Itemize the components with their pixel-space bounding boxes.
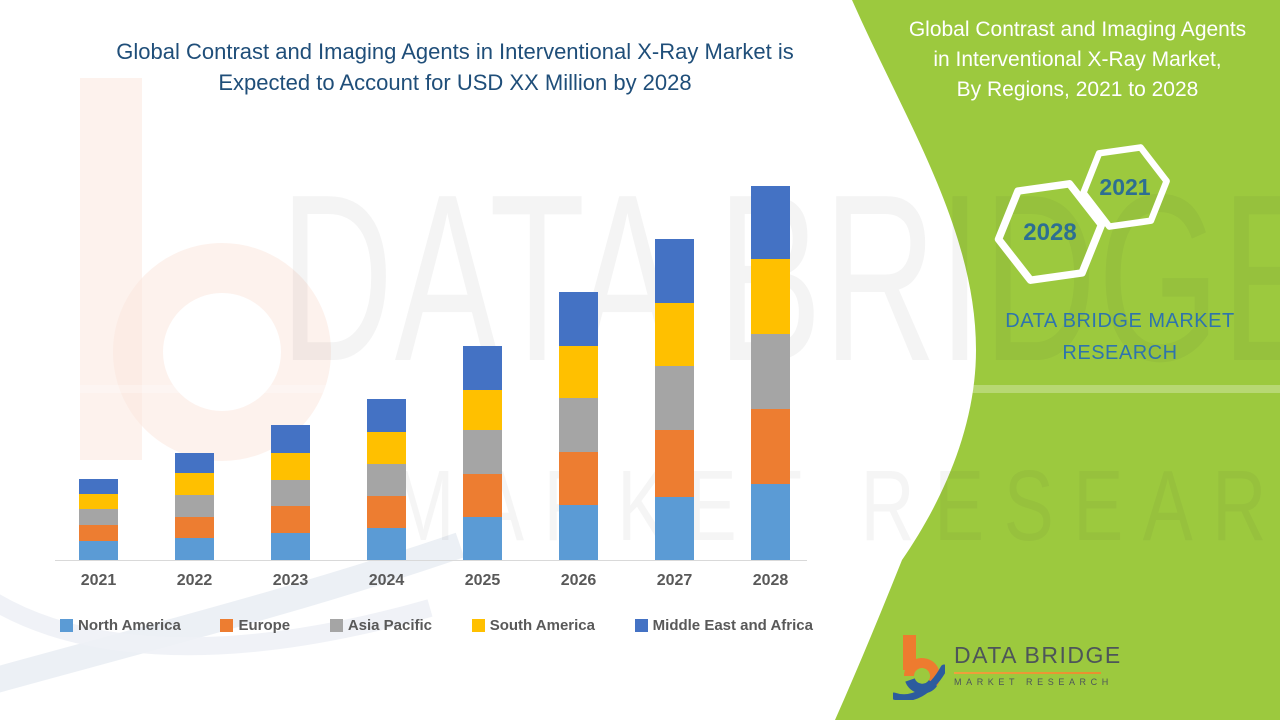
logo-underline	[954, 672, 1101, 674]
sidebar-brand-text: DATA BRIDGE MARKET RESEARCH	[1005, 310, 1235, 364]
legend-swatch-north-america	[60, 619, 73, 632]
dbmr-logo: DATA BRIDGE MARKET RESEARCH	[893, 634, 1122, 700]
sidebar-title: Global Contrast and Imaging Agents in In…	[908, 18, 1247, 101]
bar-column-2022	[175, 453, 214, 560]
bar-segment-europe	[79, 525, 118, 541]
bar-column-2028	[751, 186, 790, 560]
bar-segment-middle-east-and-africa	[559, 292, 598, 346]
legend-item-south-america: South America	[471, 617, 595, 634]
hexagons-graphic	[994, 144, 1170, 284]
chart-title: Global Contrast and Imaging Agents in In…	[116, 39, 794, 95]
bar-segment-europe	[367, 496, 406, 528]
bar-segment-europe	[175, 517, 214, 538]
bar-column-2021	[79, 479, 118, 560]
bar-segment-middle-east-and-africa	[655, 239, 694, 303]
bar-column-2027	[655, 239, 694, 560]
bar-segment-south-america	[559, 346, 598, 398]
x-axis-label-2028: 2028	[752, 572, 789, 589]
hexagon-2028-outline	[994, 180, 1106, 284]
bar-segment-south-america	[751, 259, 790, 334]
bar-segment-asia-pacific	[367, 464, 406, 496]
legend-swatch-asia-pacific	[329, 619, 343, 632]
x-axis-label-2023: 2023	[272, 572, 309, 589]
x-axis-label-2024: 2024	[368, 572, 405, 589]
legend-label-europe: Europe	[238, 617, 291, 634]
bar-segment-asia-pacific	[655, 366, 694, 430]
bar-segment-europe	[559, 452, 598, 505]
x-axis-label-2025: 2025	[464, 572, 501, 589]
bar-segment-north-america	[463, 517, 502, 560]
bar-segment-europe	[655, 430, 694, 497]
bar-column-2025	[463, 346, 502, 560]
dbmr-logo-icon	[893, 635, 945, 700]
bar-segment-middle-east-and-africa	[175, 453, 214, 473]
legend-item-asia-pacific: Asia Pacific	[329, 617, 433, 634]
legend-item-north-america: North America	[60, 617, 181, 634]
bar-segment-south-america	[175, 473, 214, 495]
bar-segment-asia-pacific	[271, 480, 310, 506]
light-band	[0, 385, 1280, 393]
x-axis-labels: 2021 2022 2023 2024 2025 2026 2027 2028	[79, 572, 790, 590]
bar-segment-north-america	[559, 505, 598, 560]
legend-swatch-middle-east-and-africa	[634, 619, 648, 632]
legend-label-middle-east-and-africa: Middle East and Africa	[652, 617, 813, 634]
legend-swatch-europe	[220, 619, 234, 632]
bar-segment-north-america	[751, 484, 790, 560]
legend-item-europe: Europe	[220, 617, 290, 634]
hexagon-2021-outline	[1080, 144, 1170, 230]
hexagon-year-2028: 2028	[1023, 219, 1077, 246]
bar-segment-europe	[271, 506, 310, 533]
bar-segment-north-america	[79, 541, 118, 560]
bar-segment-middle-east-and-africa	[367, 399, 406, 432]
legend-swatch-south-america	[471, 619, 485, 632]
bar-segment-north-america	[175, 538, 214, 560]
legend-label-asia-pacific: Asia Pacific	[347, 617, 433, 634]
dbmr-logo-text: DATA BRIDGE MARKET RESEARCH	[954, 634, 1122, 687]
bar-segment-asia-pacific	[175, 495, 214, 517]
x-axis-line	[55, 560, 807, 561]
bar-segment-middle-east-and-africa	[79, 479, 118, 494]
watermark-text-marketresearch: MARKET RESEARCH	[392, 450, 1280, 562]
bar-segment-middle-east-and-africa	[751, 186, 790, 259]
bar-segment-north-america	[271, 533, 310, 560]
bar-column-2023	[271, 425, 310, 560]
chart-legend: North America Europe Asia Pacific South Ame…	[60, 617, 813, 634]
bar-segment-north-america	[655, 497, 694, 560]
x-axis-label-2026: 2026	[560, 572, 597, 589]
bar-column-2026	[559, 292, 598, 560]
legend-label-south-america: South America	[489, 617, 595, 634]
legend-label-north-america: North America	[78, 617, 181, 634]
bar-segment-south-america	[271, 453, 310, 480]
bar-segment-middle-east-and-africa	[271, 425, 310, 453]
bar-segment-europe	[751, 409, 790, 484]
bar-segment-asia-pacific	[751, 334, 790, 409]
bar-segment-asia-pacific	[463, 430, 502, 474]
bar-segment-south-america	[463, 390, 502, 430]
logo-subtitle: MARKET RESEARCH	[954, 677, 1113, 687]
bar-segment-middle-east-and-africa	[463, 346, 502, 390]
bar-segment-asia-pacific	[559, 398, 598, 452]
x-axis-label-2027: 2027	[656, 572, 693, 589]
x-axis-label-2022: 2022	[176, 572, 213, 589]
bar-segment-south-america	[367, 432, 406, 464]
bars-row	[79, 186, 790, 560]
bar-column-2024	[367, 399, 406, 560]
bar-segment-europe	[463, 474, 502, 517]
bar-segment-asia-pacific	[79, 509, 118, 525]
hexagon-year-2021: 2021	[1099, 174, 1151, 200]
logo-title: DATA BRIDGE	[954, 642, 1122, 668]
bar-segment-south-america	[79, 494, 118, 509]
x-axis-label-2021: 2021	[80, 572, 117, 589]
bar-segment-north-america	[367, 528, 406, 560]
legend-item-middle-east-and-africa: Middle East and Africa	[634, 617, 813, 634]
bar-segment-south-america	[655, 303, 694, 366]
